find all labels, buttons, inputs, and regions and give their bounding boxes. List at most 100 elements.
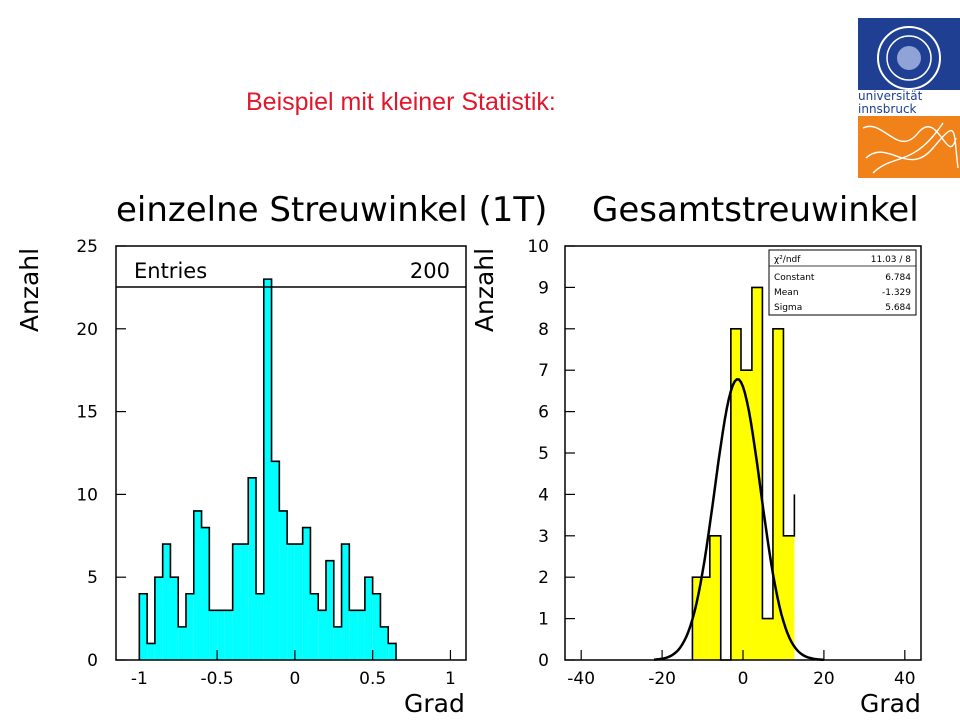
- chart2-ytick-label: 5: [538, 444, 549, 464]
- chart2-bar: [762, 618, 773, 660]
- chart1-frame: [115, 245, 467, 661]
- chart2-xtick-label: 0: [738, 669, 749, 689]
- chart2-bar: [709, 535, 721, 660]
- chart1-bar: [341, 544, 350, 660]
- chart1-bar: [388, 643, 396, 660]
- chart1-xtick-label: 1: [445, 669, 456, 689]
- logo-orange-panel: [858, 116, 960, 178]
- chart2-bar: [751, 287, 763, 660]
- chart1-title: einzelne Streuwinkel (1T): [116, 190, 548, 230]
- chart2-stat-value-2: -1.329: [882, 288, 911, 298]
- chart1-bar: [302, 527, 311, 660]
- chart1-ytick-label: 25: [76, 237, 98, 257]
- chart1-bar: [248, 477, 256, 660]
- logo-scribble: [862, 122, 959, 174]
- slide-title: Beispiel mit kleiner Statistik:: [246, 88, 556, 116]
- chart1-bar: [256, 593, 264, 660]
- chart1-bar: [201, 527, 210, 660]
- logo-seal-inner: [886, 35, 932, 81]
- chart2-stat-value-1: 6.784: [885, 273, 911, 283]
- chart1-bar: [154, 577, 163, 660]
- chart2-xtick-label: 40: [894, 669, 916, 689]
- chart2-title: Gesamtstreuwinkel: [592, 190, 919, 230]
- chart2-stat-label-3: Sigma: [774, 303, 802, 313]
- chart1-bar: [271, 461, 280, 660]
- chart1-bar: [357, 610, 365, 660]
- logo-seal-core: [897, 46, 921, 70]
- chart2-bar: [692, 577, 710, 660]
- chart2-stats-box: [768, 249, 917, 316]
- chart1-bars: [138, 278, 397, 660]
- chart1-stat-value: 200: [410, 259, 450, 283]
- chart2-ytick-label: 3: [538, 527, 549, 547]
- chart1-bar: [217, 610, 225, 660]
- chart2-bar: [730, 328, 741, 660]
- chart2-stat-label-2: Mean: [774, 288, 799, 298]
- chart1-bar: [162, 544, 171, 660]
- chart1-bar: [294, 544, 303, 660]
- chart1-xlabel: Grad: [404, 689, 465, 718]
- chart1-xtick-label: -1: [131, 669, 148, 689]
- chart1-ytick-label: 0: [87, 651, 98, 671]
- chart1-bar: [240, 544, 249, 660]
- chart2-stat-label-1: Constant: [774, 273, 815, 283]
- chart2-ytick-label: 2: [538, 568, 549, 588]
- chart2-stat-value-0: 11.03 / 8: [871, 255, 912, 265]
- chart1-bar: [333, 626, 342, 660]
- chart1-bar: [279, 510, 288, 660]
- chart1-bar: [178, 626, 186, 660]
- chart2-ytick-label: 9: [538, 278, 549, 298]
- chart1-ytick-label: 15: [76, 403, 98, 423]
- chart1-ytick-label: 5: [87, 568, 98, 588]
- chart1-bar: [263, 279, 272, 660]
- chart1-bar: [224, 610, 233, 660]
- chart1-xtick-label: 0.5: [359, 669, 386, 689]
- chart2: -40 -20 0 20 40 0 1 2 3 4 5 6 7 8 9 10 χ²/ndf 11.03 / 8…: [470, 237, 922, 718]
- chart2-bar: [740, 370, 752, 660]
- chart2-histogram-outline: [691, 286, 796, 661]
- chart2-ytick-label: 10: [527, 237, 549, 257]
- chart2-xtick-label: -20: [648, 669, 676, 689]
- chart1-ytick-label: 10: [76, 485, 98, 505]
- chart1-bar: [318, 610, 326, 660]
- chart2-ytick-label: 7: [538, 361, 549, 381]
- chart2-ytick-label: 1: [538, 610, 549, 630]
- chart1-bar: [209, 610, 218, 660]
- chart1-xtick-label: -0.5: [201, 669, 234, 689]
- logo-text-line2: innsbruck: [858, 102, 917, 116]
- chart1-xtick-label: 0: [289, 669, 300, 689]
- chart1-histogram-outline: [138, 278, 397, 660]
- chart1-bar: [364, 577, 373, 660]
- chart1-bar: [380, 626, 389, 660]
- chart2-stat-label-0: χ²/ndf: [774, 255, 801, 265]
- chart1-bar: [186, 593, 194, 660]
- chart2-bar: [783, 535, 795, 660]
- chart2-ticks: -40 -20 0 20 40 0 1 2 3 4 5 6 7 8 9 10: [527, 237, 915, 689]
- logo-seal: [877, 26, 941, 90]
- chart2-ytick-label: 6: [538, 403, 549, 423]
- chart1-bar: [232, 544, 241, 660]
- chart2-ylabel: Anzahl: [470, 248, 499, 332]
- chart2-ytick-label: 8: [538, 320, 549, 340]
- chart1-stat-label: Entries: [134, 259, 207, 283]
- chart1-bar: [193, 510, 202, 660]
- university-logo: universität innsbruck: [858, 18, 960, 178]
- chart1-bar: [147, 643, 155, 660]
- chart1-bar: [287, 544, 295, 660]
- chart2-ytick-label: 4: [538, 485, 549, 505]
- chart1-ytick-label: 20: [76, 320, 98, 340]
- chart2-gaussian-fit: [653, 377, 824, 662]
- chart1-ylabel: Anzahl: [15, 248, 44, 332]
- chart2-xtick-label: -40: [567, 669, 595, 689]
- chart1-bar: [170, 577, 179, 660]
- chart2-stat-value-3: 5.684: [885, 303, 911, 313]
- chart1-bar: [349, 610, 358, 660]
- chart2-xtick-label: 20: [813, 669, 835, 689]
- logo-white-band: [858, 90, 960, 116]
- chart1-bar: [372, 593, 381, 660]
- chart2-bars: [691, 286, 796, 661]
- chart2-bar: [772, 328, 784, 660]
